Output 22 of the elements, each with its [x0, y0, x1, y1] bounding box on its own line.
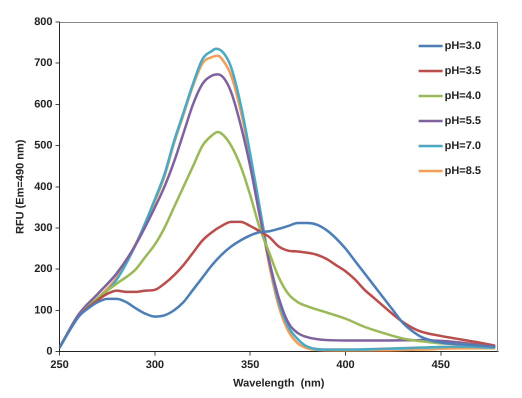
- legend-label: pH=8.5: [444, 165, 482, 178]
- legend-label: pH=5.5: [444, 115, 482, 128]
- y-tick-label: 700: [34, 57, 53, 70]
- x-tick-label: 450: [432, 359, 450, 372]
- legend-label: pH=4.0: [444, 90, 482, 102]
- y-axis-title: RFU (Em=490 nm): [14, 139, 27, 234]
- y-tick-label: 300: [34, 222, 53, 234]
- x-axis-title: Wavelength (nm): [233, 377, 325, 390]
- legend-label: pH=7.0: [444, 140, 482, 152]
- y-tick-label: 100: [34, 304, 53, 316]
- x-tick-label: 300: [146, 359, 164, 372]
- y-tick-label: 400: [34, 180, 53, 193]
- y-tick-label: 500: [34, 140, 53, 152]
- x-tick-label: 250: [50, 359, 69, 372]
- y-tick-label: 0: [46, 346, 53, 358]
- y-tick-label: 600: [34, 98, 53, 110]
- x-tick-label: 400: [336, 359, 355, 372]
- legend-label: pH=3.0: [444, 40, 482, 52]
- legend-label: pH=3.5: [444, 65, 482, 78]
- y-tick-label: 800: [34, 16, 53, 28]
- x-tick-label: 350: [241, 359, 260, 372]
- y-tick-label: 200: [34, 263, 53, 276]
